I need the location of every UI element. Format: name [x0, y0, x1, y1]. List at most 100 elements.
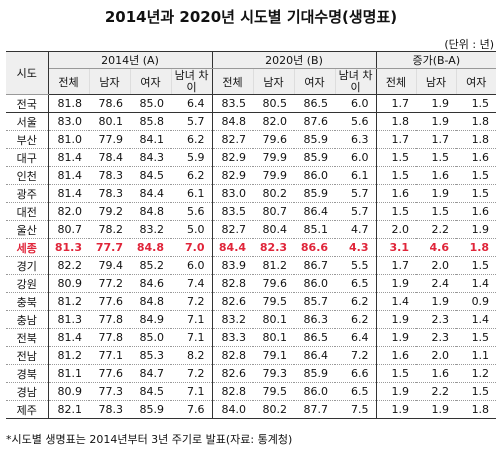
value-cell: 82.7 [212, 130, 254, 149]
value-cell: 78.3 [89, 184, 130, 203]
value-cell: 82.8 [212, 346, 254, 365]
value-cell: 6.5 [335, 382, 377, 401]
value-cell: 80.1 [253, 328, 295, 347]
value-cell: 1.7 [376, 94, 417, 113]
value-cell: 6.1 [171, 184, 213, 203]
region-name: 경기 [6, 256, 49, 275]
table-row: 전북 81.4 77.8 85.0 7.1 83.3 80.1 86.5 6.4 1.9 2.3 1.… [6, 328, 497, 347]
value-cell: 7.2 [335, 346, 377, 365]
region-name: 전남 [6, 346, 49, 365]
value-cell: 79.2 [89, 202, 130, 221]
value-cell: 5.0 [171, 220, 213, 239]
value-cell: 85.3 [130, 346, 171, 365]
value-cell: 79.6 [253, 130, 295, 149]
value-cell: 6.1 [335, 166, 377, 185]
value-cell: 6.2 [335, 310, 377, 329]
value-cell: 6.2 [335, 292, 377, 311]
value-cell: 1.9 [416, 94, 457, 113]
value-cell: 1.5 [456, 166, 497, 185]
value-cell: 80.1 [89, 112, 130, 131]
page-title: 2014년과 2020년 시도별 기대수명(생명표) [104, 8, 398, 26]
header-male-diff: 남자 [415, 68, 457, 95]
value-cell: 79.3 [253, 364, 295, 383]
value-cell: 6.4 [335, 328, 377, 347]
value-cell: 1.5 [456, 328, 497, 347]
value-cell: 77.8 [89, 310, 130, 329]
value-cell: 5.6 [171, 202, 213, 221]
value-cell: 6.0 [171, 256, 213, 275]
header-female-2020: 여자 [293, 68, 336, 95]
value-cell: 1.9 [416, 292, 457, 311]
region-name: 충남 [6, 310, 49, 329]
value-cell: 5.7 [171, 112, 213, 131]
value-cell: 77.6 [89, 364, 130, 383]
value-cell: 1.9 [416, 112, 457, 131]
value-cell: 84.8 [130, 292, 171, 311]
value-cell: 1.9 [376, 382, 417, 401]
footnote: *시도별 생명표는 2014년부터 3년 주기로 발표(자료: 통계청) [6, 433, 293, 446]
region-name: 인천 [6, 166, 49, 185]
value-cell: 77.2 [89, 274, 130, 293]
value-cell: 81.2 [253, 256, 295, 275]
value-cell: 85.2 [130, 256, 171, 275]
value-cell: 82.8 [212, 382, 254, 401]
value-cell: 85.0 [130, 328, 171, 347]
value-cell: 84.8 [212, 112, 254, 131]
header-gap-2020: 남녀 차이 [334, 68, 377, 95]
value-cell: 79.5 [253, 382, 295, 401]
value-cell: 79.6 [253, 274, 295, 293]
header-total-2020: 전체 [212, 68, 254, 95]
value-cell: 83.0 [212, 184, 254, 203]
value-cell: 86.0 [294, 382, 336, 401]
value-cell: 1.5 [456, 184, 497, 203]
value-cell: 77.6 [89, 292, 130, 311]
value-cell: 81.4 [48, 166, 89, 185]
value-cell: 1.9 [416, 400, 457, 419]
value-cell: 77.7 [89, 238, 130, 257]
value-cell: 1.7 [376, 256, 417, 275]
value-cell: 77.9 [89, 130, 130, 149]
value-cell: 84.0 [212, 400, 254, 419]
table-row: 대전 82.0 79.2 84.8 5.6 83.5 80.7 86.4 5.7 1.5 1.5 1.… [6, 202, 497, 221]
value-cell: 84.8 [130, 202, 171, 221]
region-name: 세종 [6, 238, 49, 257]
value-cell: 83.5 [212, 94, 254, 113]
value-cell: 8.2 [171, 346, 213, 365]
value-cell: 7.4 [171, 274, 213, 293]
value-cell: 83.2 [212, 310, 254, 329]
value-cell: 1.9 [456, 220, 497, 239]
region-name: 전국 [6, 94, 49, 113]
value-cell: 78.3 [89, 400, 130, 419]
value-cell: 81.1 [48, 364, 89, 383]
header-total-diff: 전체 [376, 68, 417, 95]
value-cell: 1.6 [376, 346, 417, 365]
value-cell: 1.5 [376, 148, 417, 167]
header-group-2020: 2020년 (B) [212, 51, 377, 69]
value-cell: 81.2 [48, 346, 89, 365]
value-cell: 80.4 [253, 220, 295, 239]
value-cell: 85.9 [294, 184, 336, 203]
value-cell: 6.2 [171, 130, 213, 149]
header-group-2014: 2014년 (A) [48, 51, 213, 69]
value-cell: 4.6 [416, 238, 457, 257]
value-cell: 1.5 [456, 382, 497, 401]
value-cell: 86.6 [294, 238, 336, 257]
value-cell: 84.9 [130, 310, 171, 329]
value-cell: 86.7 [294, 256, 336, 275]
table-row: 제주 82.1 78.3 85.9 7.6 84.0 80.2 87.7 7.5 1.9 1.9 1.… [6, 400, 497, 419]
value-cell: 6.3 [335, 130, 377, 149]
table-row: 세종 81.3 77.7 84.8 7.0 84.4 82.3 86.6 4.3 3.1 4.6 1.… [6, 238, 497, 257]
table-row: 울산 80.7 78.2 83.2 5.0 82.7 80.4 85.1 4.7 2.0 2.2 1.… [6, 220, 497, 239]
value-cell: 6.5 [335, 274, 377, 293]
value-cell: 79.5 [253, 292, 295, 311]
value-cell: 0.9 [456, 292, 497, 311]
life-expectancy-table: 시도 2014년 (A) 2020년 (B) 증가(B-A) 전체 남자 여자 … [6, 51, 497, 419]
value-cell: 81.2 [48, 292, 89, 311]
value-cell: 5.5 [335, 256, 377, 275]
value-cell: 1.5 [376, 202, 417, 221]
table-row: 경남 80.9 77.3 84.5 7.1 82.8 79.5 86.0 6.5 1.9 2.2 1.… [6, 382, 497, 401]
value-cell: 3.1 [376, 238, 417, 257]
value-cell: 1.8 [456, 400, 497, 419]
value-cell: 1.5 [456, 256, 497, 275]
region-name: 서울 [6, 112, 49, 131]
